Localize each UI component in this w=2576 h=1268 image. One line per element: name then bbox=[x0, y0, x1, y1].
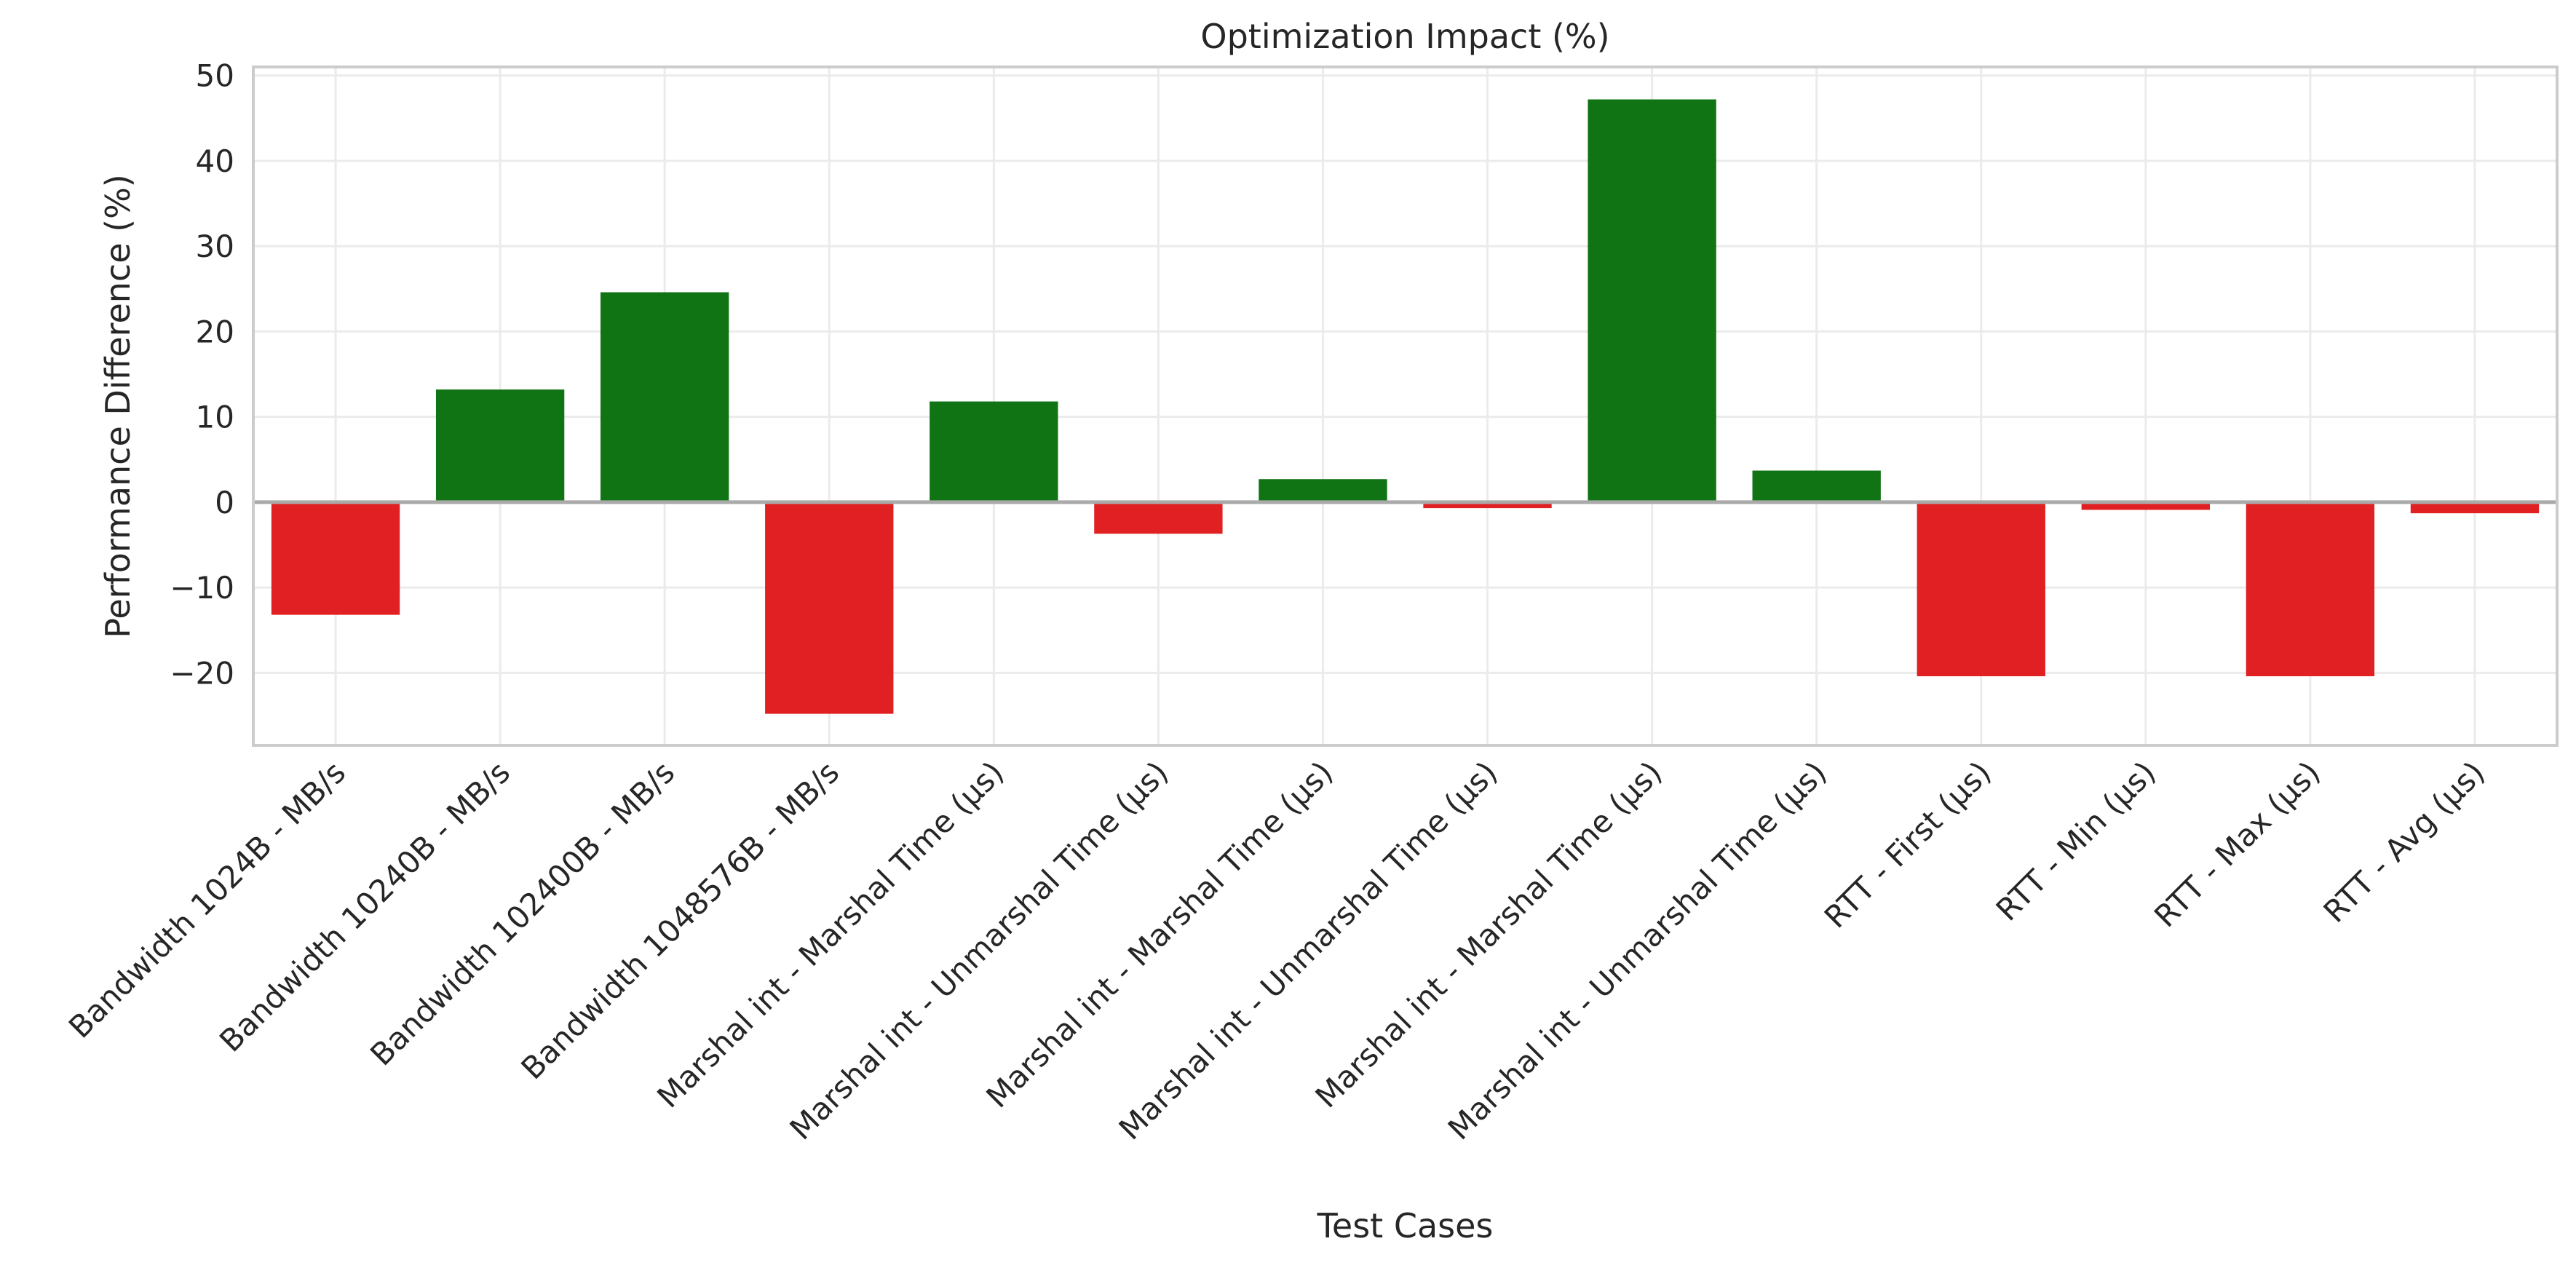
bar bbox=[435, 389, 565, 502]
x-tick-label: Bandwidth 10240B - MB/s bbox=[213, 754, 517, 1058]
y-tick-label: 30 bbox=[196, 229, 234, 264]
y-tick-label: −10 bbox=[170, 570, 234, 606]
bar bbox=[2246, 502, 2375, 677]
bar bbox=[2410, 502, 2540, 514]
plot-frame bbox=[252, 66, 2559, 747]
grid-lines bbox=[253, 67, 2557, 745]
x-tick-label: Marshal int - Marshal Time (µs) bbox=[979, 754, 1339, 1114]
y-tick-label: 20 bbox=[196, 314, 234, 349]
x-tick-label: Marshal int - Marshal Time (µs) bbox=[1309, 754, 1669, 1114]
bar bbox=[271, 502, 400, 615]
x-tick-label: Marshal int - Unmarshal Time (µs) bbox=[1441, 754, 1834, 1146]
x-tick-label: Marshal int - Unmarshal Time (µs) bbox=[783, 754, 1176, 1146]
x-tick-label: RTT - Min (µs) bbox=[1989, 754, 2163, 927]
bar bbox=[1094, 502, 1223, 534]
y-tick-label: 40 bbox=[196, 143, 234, 179]
bar bbox=[930, 401, 1058, 502]
bar bbox=[1752, 470, 1881, 502]
x-tick-label: Marshal int - Marshal Time (µs) bbox=[650, 754, 1010, 1114]
x-tick-label: Bandwidth 102400B - MB/s bbox=[363, 754, 681, 1072]
y-tick-label: 0 bbox=[215, 485, 234, 520]
x-tick-label: RTT - First (µs) bbox=[1818, 754, 1998, 935]
bar bbox=[1588, 99, 1716, 502]
y-tick-labels: −20 −10 0 10 20 30 40 50 bbox=[170, 58, 234, 692]
x-tick-label: RTT - Avg (µs) bbox=[2317, 754, 2492, 929]
x-axis-title: Test Cases bbox=[1317, 1206, 1494, 1245]
bar bbox=[2081, 502, 2210, 510]
bar bbox=[1423, 502, 1552, 509]
bar bbox=[1259, 479, 1387, 502]
x-tick-label: Bandwidth 1048576B - MB/s bbox=[514, 754, 846, 1086]
chart-title: Optimization Impact (%) bbox=[1200, 17, 1609, 56]
bar bbox=[601, 292, 729, 502]
y-tick-label: 50 bbox=[196, 58, 234, 94]
bar bbox=[1917, 502, 2045, 677]
y-axis-title: Performance Difference (%) bbox=[98, 174, 138, 638]
y-tick-label: 10 bbox=[196, 400, 234, 435]
x-tick-label: Bandwidth 1024B - MB/s bbox=[62, 754, 352, 1045]
x-tick-label: RTT - Max (µs) bbox=[2147, 754, 2327, 934]
x-tick-label: Marshal int - Unmarshal Time (µs) bbox=[1112, 754, 1505, 1146]
bar bbox=[765, 502, 894, 714]
bars bbox=[271, 99, 2540, 714]
y-tick-label: −20 bbox=[170, 655, 234, 691]
